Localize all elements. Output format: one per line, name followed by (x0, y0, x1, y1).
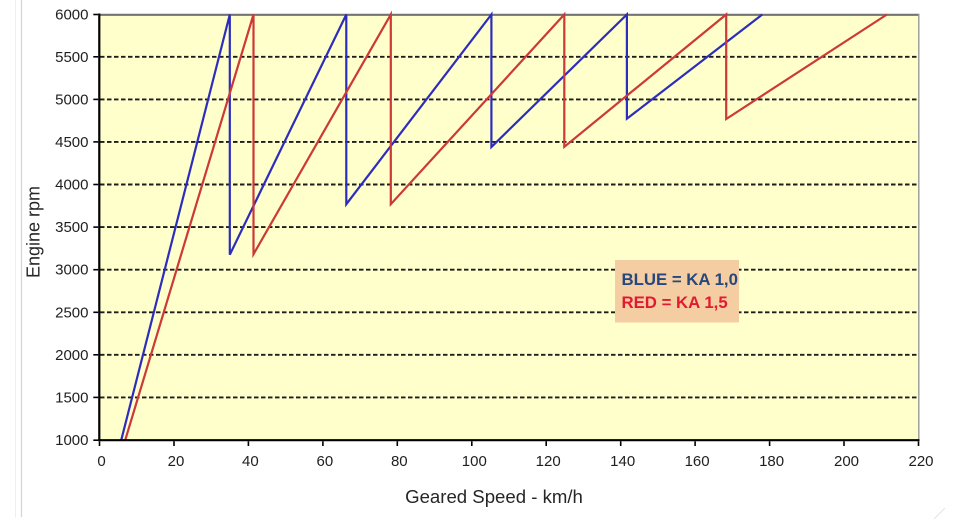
svg-text:1500: 1500 (55, 389, 88, 406)
svg-text:100: 100 (462, 453, 487, 470)
svg-text:0: 0 (97, 453, 105, 470)
svg-text:180: 180 (759, 453, 784, 470)
svg-text:40: 40 (242, 453, 259, 470)
svg-text:80: 80 (391, 453, 408, 470)
svg-text:2500: 2500 (55, 304, 88, 321)
svg-text:2000: 2000 (55, 347, 88, 364)
svg-text:5500: 5500 (55, 49, 88, 66)
svg-text:6000: 6000 (55, 7, 88, 24)
svg-text:4000: 4000 (55, 177, 88, 194)
svg-text:140: 140 (610, 453, 635, 470)
svg-text:4500: 4500 (55, 134, 88, 151)
svg-text:20: 20 (168, 453, 185, 470)
svg-text:BLUE = KA 1,0: BLUE = KA 1,0 (622, 270, 738, 289)
svg-text:60: 60 (317, 453, 334, 470)
svg-text:Engine rpm: Engine rpm (24, 186, 44, 278)
svg-text:5000: 5000 (55, 91, 88, 108)
svg-text:1000: 1000 (55, 432, 88, 449)
svg-text:160: 160 (685, 453, 710, 470)
svg-text:RED = KA 1,5: RED = KA 1,5 (622, 293, 728, 312)
svg-text:200: 200 (834, 453, 859, 470)
svg-text:3500: 3500 (55, 219, 88, 236)
svg-text:120: 120 (536, 453, 561, 470)
svg-text:Geared Speed - km/h: Geared Speed - km/h (405, 486, 583, 507)
svg-text:220: 220 (908, 453, 933, 470)
svg-text:3000: 3000 (55, 262, 88, 279)
